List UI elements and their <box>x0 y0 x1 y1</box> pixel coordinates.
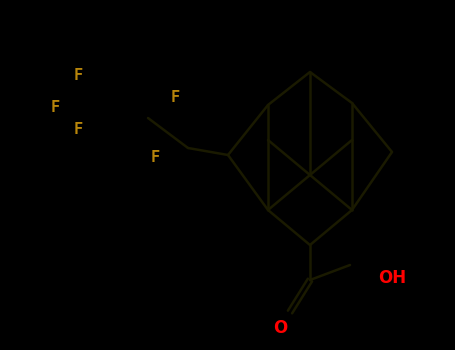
Text: F: F <box>51 100 60 116</box>
Text: F: F <box>73 68 82 83</box>
Text: O: O <box>273 319 287 337</box>
Text: OH: OH <box>378 269 406 287</box>
Text: F: F <box>73 122 82 138</box>
Text: F: F <box>151 150 160 166</box>
Text: F: F <box>171 90 180 105</box>
